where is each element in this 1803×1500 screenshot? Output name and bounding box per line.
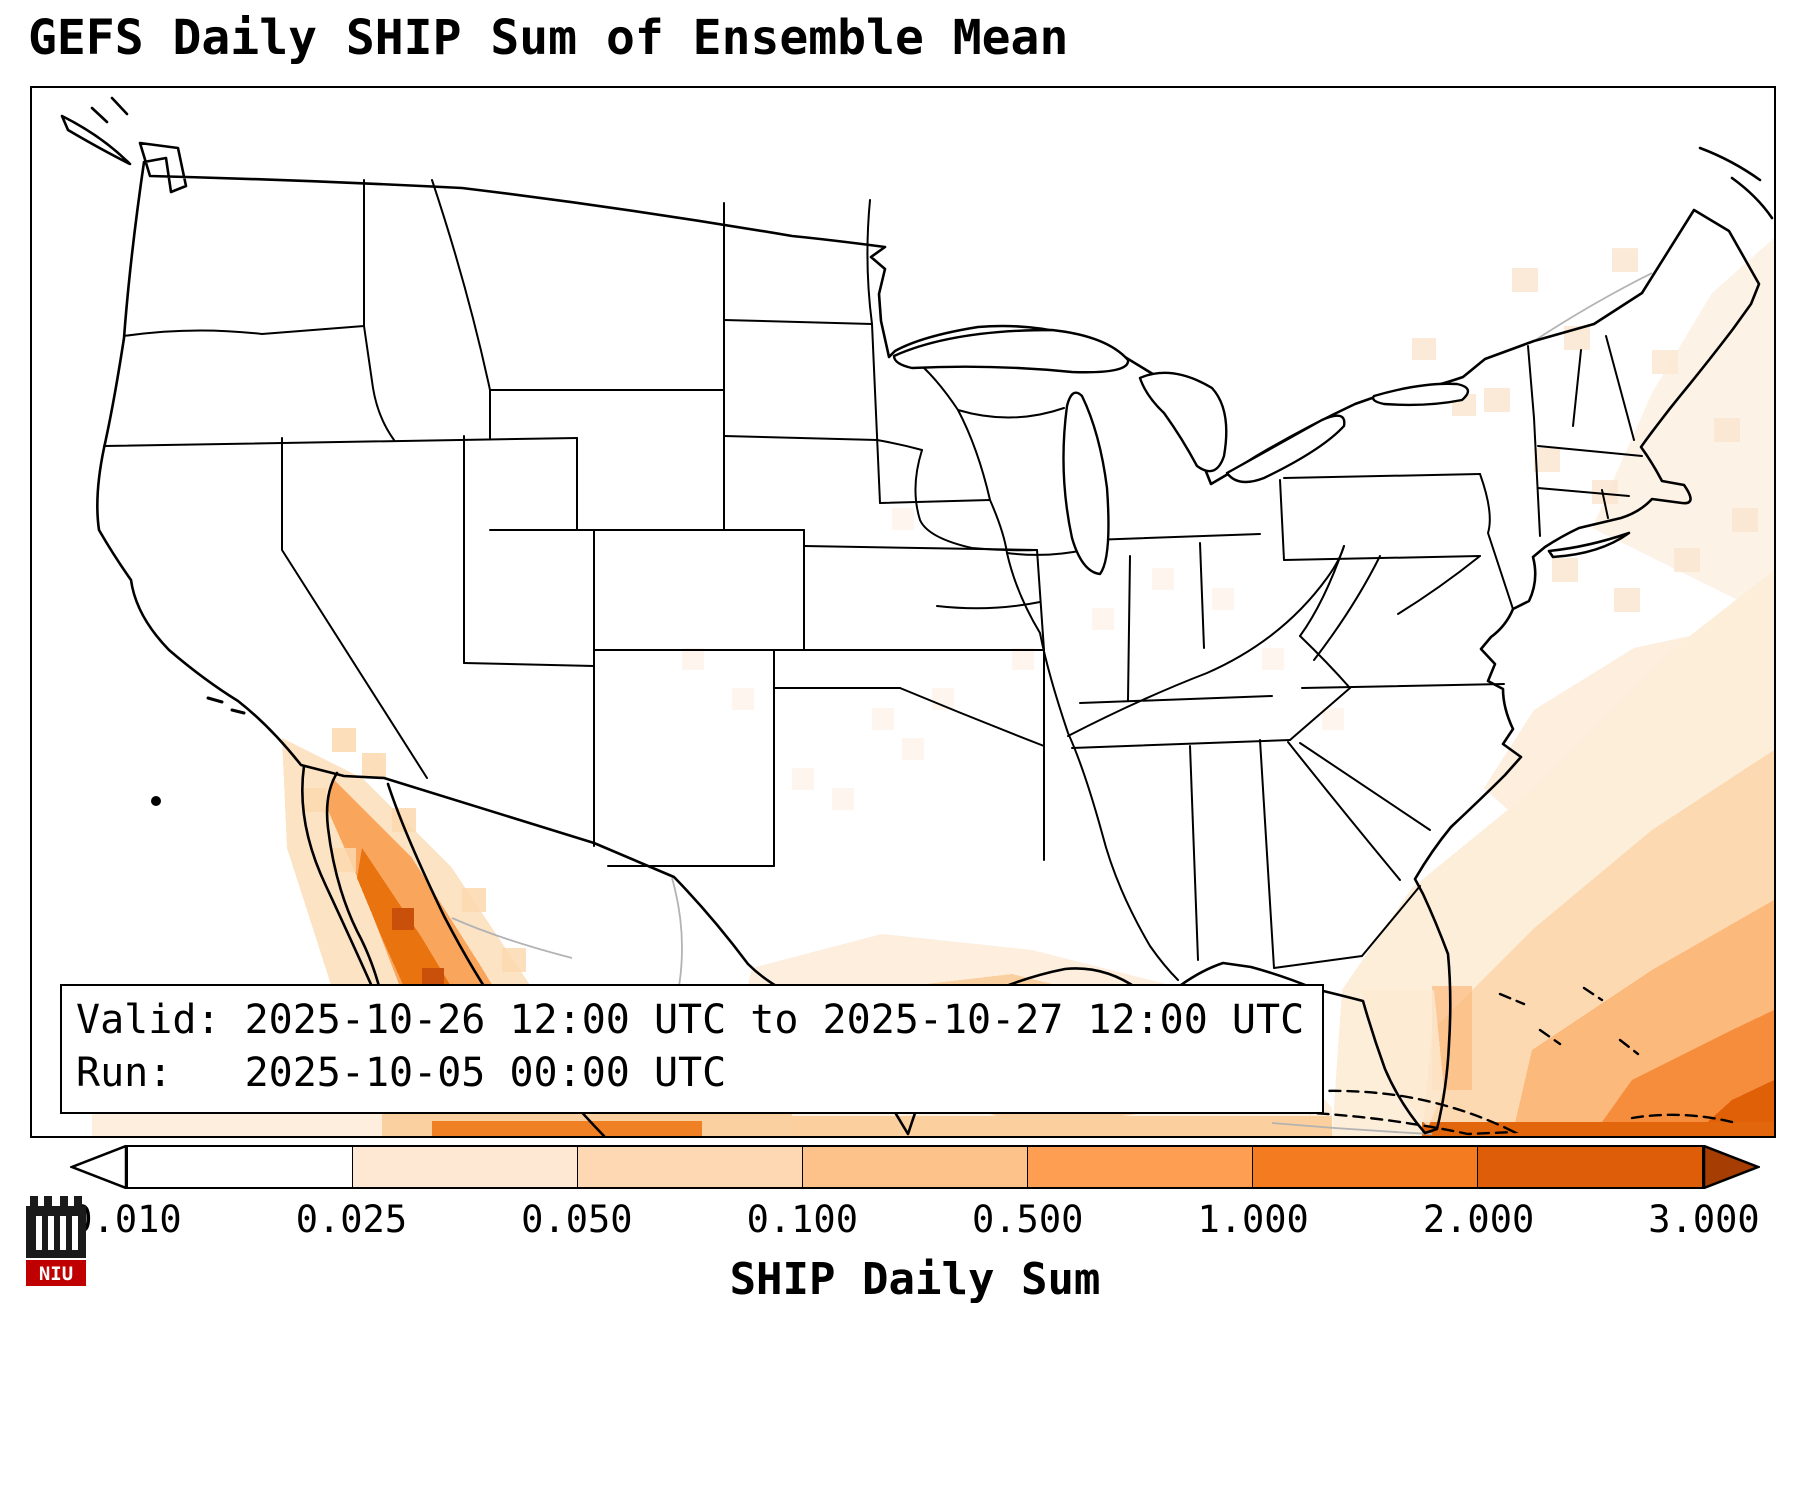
island-coastlines	[1236, 986, 1734, 1136]
us-state-borders	[103, 179, 1643, 981]
colorbar-tick-label: 0.100	[746, 1198, 858, 1241]
colorbar-segment	[1252, 1147, 1477, 1187]
niu-logo: NIU	[26, 1196, 86, 1286]
colorbar-ticks: 0.010 0.025 0.050 0.100 0.500 1.000 2.000 3.000	[70, 1198, 1759, 1244]
valid-run-info-box: Valid: 2025-10-26 12:00 UTC to 2025-10-27…	[60, 984, 1325, 1114]
valid-time-row: Valid: 2025-10-26 12:00 UTC to 2025-10-27…	[76, 994, 1304, 1047]
niu-logo-text: NIU	[39, 1263, 73, 1285]
great-lakes	[892, 328, 1470, 576]
cuba-outline	[1236, 1089, 1519, 1136]
colorbar-segment	[577, 1147, 802, 1187]
small-islands	[151, 696, 246, 806]
colorbar-under-arrow	[70, 1145, 126, 1189]
colorbar-tick-label: 0.025	[295, 1198, 408, 1241]
valid-value: 2025-10-26 12:00 UTC to 2025-10-27 12:00…	[244, 997, 1305, 1044]
colorbar-over-arrow	[1704, 1145, 1760, 1189]
vancouver-island	[60, 114, 132, 166]
run-label: Run:	[76, 1050, 173, 1097]
colorbar-segment	[352, 1147, 577, 1187]
lake-superior	[892, 328, 1130, 374]
colorbar-axis-label: SHIP Daily Sum	[729, 1254, 1101, 1305]
colorbar-tick-label: 3.000	[1648, 1198, 1760, 1241]
lake-huron	[1138, 371, 1228, 473]
colorbar-segment	[1477, 1147, 1702, 1187]
colorbar-segment	[1027, 1147, 1252, 1187]
colorbar-tick-label: 1.000	[1197, 1198, 1309, 1241]
us-map	[60, 96, 1774, 1136]
niu-emblem-icon: NIU	[26, 1196, 86, 1286]
colorbar	[70, 1145, 1760, 1189]
figure-title: GEFS Daily SHIP Sum of Ensemble Mean	[28, 10, 1069, 66]
run-value: 2025-10-05 00:00 UTC	[244, 1050, 727, 1097]
colorbar-segment	[802, 1147, 1027, 1187]
long-island	[1547, 531, 1631, 559]
colorbar-segment	[128, 1147, 352, 1187]
lake-erie	[1225, 414, 1346, 484]
colorbar-tick-label: 2.000	[1422, 1198, 1535, 1241]
map-area: Valid: 2025-10-26 12:00 UTC to 2025-10-27…	[30, 86, 1776, 1138]
valid-label: Valid:	[76, 997, 221, 1044]
lake-ontario	[1371, 382, 1470, 407]
lake-michigan	[1062, 391, 1110, 576]
colorbar-tick-label: 0.050	[521, 1198, 633, 1241]
colorbar-tick-label: 0.500	[972, 1198, 1084, 1241]
colorbar-segments	[126, 1145, 1704, 1189]
colorbar-tick-label: 0.010	[70, 1198, 182, 1241]
run-time-row: Run: 2025-10-05 00:00 UTC	[76, 1047, 1304, 1100]
